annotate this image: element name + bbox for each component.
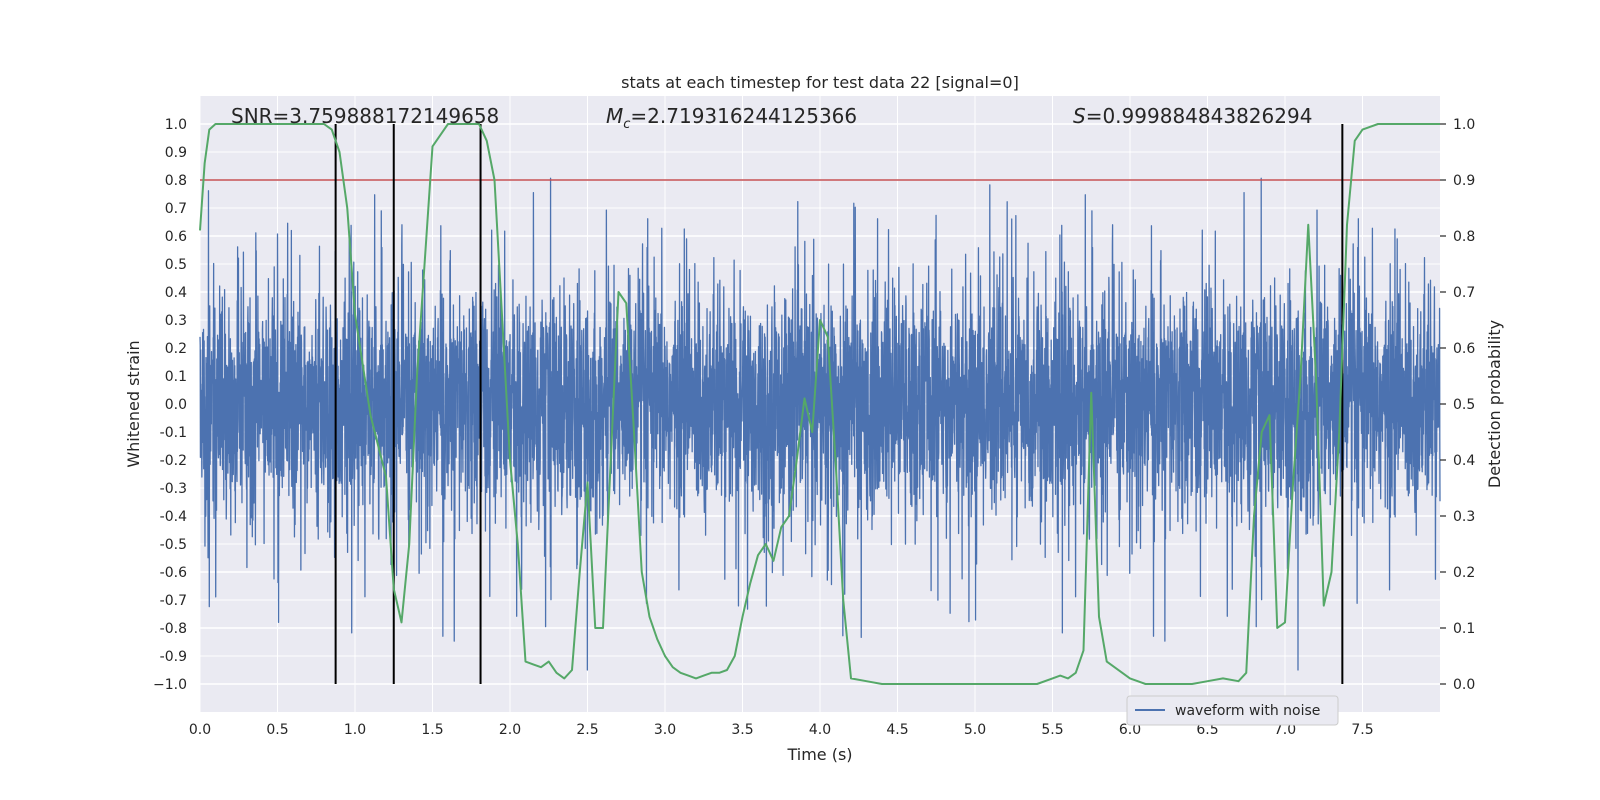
y-tick-label: 0.1 [165,369,187,385]
y-tick-label: -0.6 [160,565,187,581]
x-tick-label: 3.5 [731,722,753,738]
x-tick-label: 0.5 [266,722,288,738]
x-tick-label: 2.5 [576,722,598,738]
x-tick-label: 5.5 [1041,722,1063,738]
y-tick-label: -0.8 [160,621,187,637]
x-tick-label: 1.5 [421,722,443,738]
y2-tick-label: 0.9 [1453,173,1475,189]
x-tick-label: 4.0 [809,722,831,738]
x-tick-label: 6.0 [1119,722,1141,738]
legend-label: waveform with noise [1175,703,1320,719]
x-tick-label: 5.0 [964,722,986,738]
x-tick-label: 6.5 [1196,722,1218,738]
y2-tick-label: 0.3 [1453,509,1475,525]
y-tick-label: -0.9 [160,649,187,665]
y2-tick-label: 0.5 [1453,397,1475,413]
y2-tick-label: 0.7 [1453,285,1475,301]
y-tick-label: 0.8 [165,173,187,189]
chirp-mass-annotation: Mc=2.719316244125366 [606,104,857,132]
y-tick-label: 0.9 [165,145,187,161]
legend-box [1126,695,1339,726]
x-tick-label: 7.5 [1351,722,1373,738]
y-tick-label: 0.5 [165,257,187,273]
y2-tick-label: 1.0 [1453,117,1475,133]
y-tick-label: 0.6 [165,229,187,245]
y-tick-label: -0.5 [160,537,187,553]
y-tick-label: -0.1 [160,425,187,441]
y-tick-label: -0.7 [160,593,187,609]
waveform-line [199,177,1441,671]
detection-probability-series [199,123,1440,685]
x-tick-label: 2.0 [499,722,521,738]
y-tick-label: -0.4 [160,509,187,525]
y2-tick-label: 0.2 [1453,565,1475,581]
y2-tick-label: 0.0 [1453,677,1475,693]
y-tick-label: -0.2 [160,453,187,469]
y2-axis-label: Detection probability [1485,320,1504,488]
y-tick-label: -0.3 [160,481,187,497]
y-tick-label: 0.7 [165,201,187,217]
waveform-with-noise-series [199,177,1441,671]
y2-tick-label: 0.8 [1453,229,1475,245]
y-tick-label: 1.0 [165,117,187,133]
x-axis-ticks: 0.0 0.5 1.0 1.5 2.0 2.5 3.0 3.5 4.0 4.5 5.0 5.5 6.0 6… [189,722,1374,738]
x-tick-label: 7.0 [1274,722,1296,738]
y-axis-ticks: 1.0 0.9 0.8 0.7 0.6 0.5 0.4 0.3 0.2 0.1 0.0 -0.1 -0.… [153,117,187,693]
x-axis-label: Time (s) [786,745,852,764]
probability-line [199,123,1440,685]
y-axis-label: Whitened strain [124,340,143,467]
y2-tick-label: 0.4 [1453,453,1475,469]
snr-annotation: SNR=3.759888172149658 [231,104,499,128]
x-tick-label: 1.0 [344,722,366,738]
y2-tick-label: 0.6 [1453,341,1475,357]
y-tick-label: −1.0 [153,677,187,693]
y2-axis-ticks: 1.0 0.9 0.8 0.7 0.6 0.5 0.4 0.3 0.2 0.1 0.0 [1440,117,1475,693]
x-tick-label: 3.0 [654,722,676,738]
x-tick-label: 0.0 [189,722,211,738]
y-tick-label: 0.0 [165,397,187,413]
y-tick-label: 0.2 [165,341,187,357]
chart-title: stats at each timestep for test data 22 … [621,73,1019,92]
y2-tick-label: 0.1 [1453,621,1475,637]
y-tick-label: 0.3 [165,313,187,329]
legend: waveform with noise [1126,695,1339,726]
y-tick-label: 0.4 [165,285,187,301]
s-annotation: S=0.999884843826294 [1073,104,1312,128]
x-tick-label: 4.5 [886,722,908,738]
